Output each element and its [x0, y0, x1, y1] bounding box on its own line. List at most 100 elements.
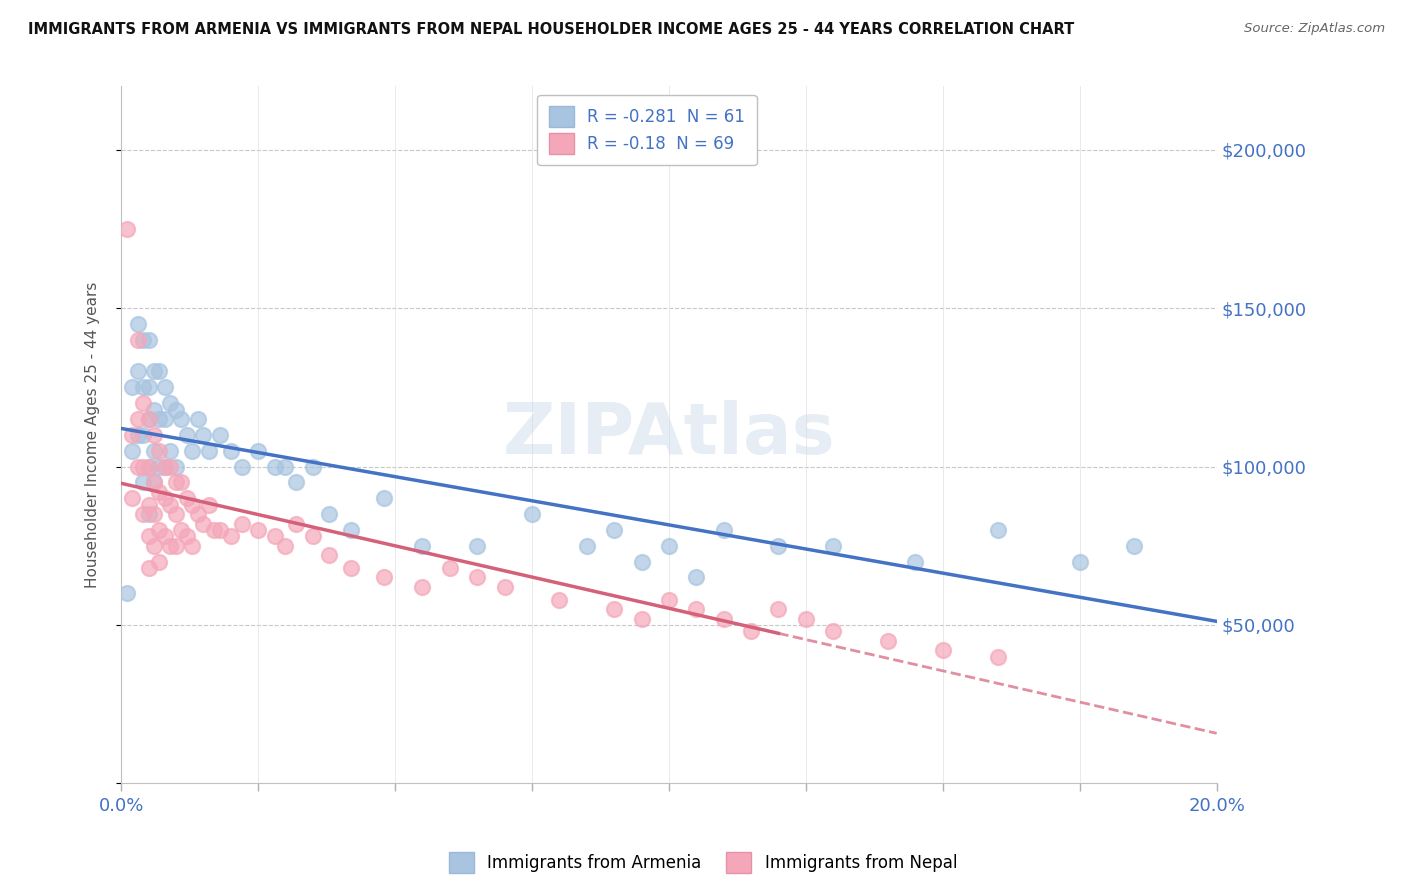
Point — [247, 523, 270, 537]
Point — [127, 364, 149, 378]
Point — [132, 459, 155, 474]
Point — [165, 507, 187, 521]
Point — [318, 548, 340, 562]
Point — [138, 507, 160, 521]
Point — [465, 539, 488, 553]
Point — [143, 428, 166, 442]
Point — [740, 624, 762, 639]
Point — [197, 498, 219, 512]
Point — [127, 317, 149, 331]
Point — [165, 459, 187, 474]
Point — [411, 580, 433, 594]
Point — [132, 475, 155, 490]
Point — [148, 412, 170, 426]
Text: Source: ZipAtlas.com: Source: ZipAtlas.com — [1244, 22, 1385, 36]
Point — [411, 539, 433, 553]
Point — [159, 443, 181, 458]
Point — [143, 475, 166, 490]
Point — [318, 507, 340, 521]
Point — [285, 475, 308, 490]
Point — [132, 428, 155, 442]
Point — [138, 412, 160, 426]
Point — [274, 539, 297, 553]
Point — [121, 380, 143, 394]
Point — [132, 333, 155, 347]
Point — [153, 380, 176, 394]
Point — [138, 459, 160, 474]
Point — [176, 428, 198, 442]
Point — [465, 570, 488, 584]
Point — [143, 539, 166, 553]
Point — [170, 475, 193, 490]
Point — [138, 529, 160, 543]
Point — [138, 561, 160, 575]
Point — [170, 412, 193, 426]
Point — [986, 649, 1008, 664]
Point — [176, 529, 198, 543]
Point — [713, 523, 735, 537]
Point — [1123, 539, 1146, 553]
Point — [138, 498, 160, 512]
Point — [159, 396, 181, 410]
Point — [138, 380, 160, 394]
Text: IMMIGRANTS FROM ARMENIA VS IMMIGRANTS FROM NEPAL HOUSEHOLDER INCOME AGES 25 - 44: IMMIGRANTS FROM ARMENIA VS IMMIGRANTS FR… — [28, 22, 1074, 37]
Point — [685, 602, 707, 616]
Point — [127, 412, 149, 426]
Point — [247, 443, 270, 458]
Point — [143, 402, 166, 417]
Point — [219, 443, 242, 458]
Point — [658, 539, 681, 553]
Point — [263, 529, 285, 543]
Point — [208, 523, 231, 537]
Point — [148, 459, 170, 474]
Point — [138, 459, 160, 474]
Legend: R = -0.281  N = 61, R = -0.18  N = 69: R = -0.281 N = 61, R = -0.18 N = 69 — [537, 95, 756, 165]
Point — [193, 428, 215, 442]
Point — [373, 570, 395, 584]
Point — [159, 539, 181, 553]
Point — [153, 459, 176, 474]
Point — [823, 624, 845, 639]
Point — [658, 592, 681, 607]
Point — [165, 539, 187, 553]
Point — [603, 602, 626, 616]
Point — [115, 222, 138, 236]
Point — [340, 561, 363, 575]
Point — [823, 539, 845, 553]
Point — [138, 333, 160, 347]
Point — [153, 459, 176, 474]
Point — [127, 333, 149, 347]
Point — [115, 586, 138, 600]
Point — [575, 539, 598, 553]
Point — [143, 507, 166, 521]
Point — [208, 428, 231, 442]
Point — [181, 443, 204, 458]
Point — [148, 555, 170, 569]
Point — [187, 412, 209, 426]
Point — [121, 443, 143, 458]
Point — [181, 498, 204, 512]
Point — [132, 507, 155, 521]
Point — [202, 523, 225, 537]
Point — [520, 507, 543, 521]
Point — [877, 633, 900, 648]
Point — [121, 428, 143, 442]
Point — [148, 484, 170, 499]
Point — [127, 428, 149, 442]
Point — [1069, 555, 1091, 569]
Point — [603, 523, 626, 537]
Point — [630, 612, 652, 626]
Text: ZIPAtlas: ZIPAtlas — [502, 401, 835, 469]
Point — [143, 364, 166, 378]
Point — [932, 643, 955, 657]
Point — [148, 443, 170, 458]
Point — [768, 602, 790, 616]
Point — [263, 459, 285, 474]
Point — [794, 612, 817, 626]
Point — [630, 555, 652, 569]
Point — [127, 459, 149, 474]
Point — [153, 491, 176, 506]
Point — [986, 523, 1008, 537]
Point — [148, 364, 170, 378]
Point — [713, 612, 735, 626]
